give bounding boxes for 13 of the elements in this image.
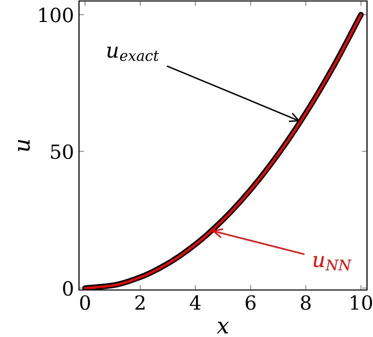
x-tick-label: 6: [246, 295, 256, 310]
y-tick-label: 50: [51, 144, 73, 160]
y-axis-title: u: [18, 140, 30, 152]
x-axis-title: x: [216, 322, 229, 334]
y-tick-label: 100: [39, 8, 73, 22]
x-tick-label: 8: [300, 295, 311, 310]
annotation: u$_{NN}$: [313, 256, 352, 270]
x-tick-label: 4: [190, 295, 201, 310]
annotation: u$_{exact}$: [107, 46, 159, 62]
x-tick-label: 10: [350, 295, 372, 310]
x-tick-label: 0: [80, 295, 90, 310]
y-tick-label: 0: [63, 281, 73, 296]
x-tick-label: 2: [135, 295, 145, 310]
